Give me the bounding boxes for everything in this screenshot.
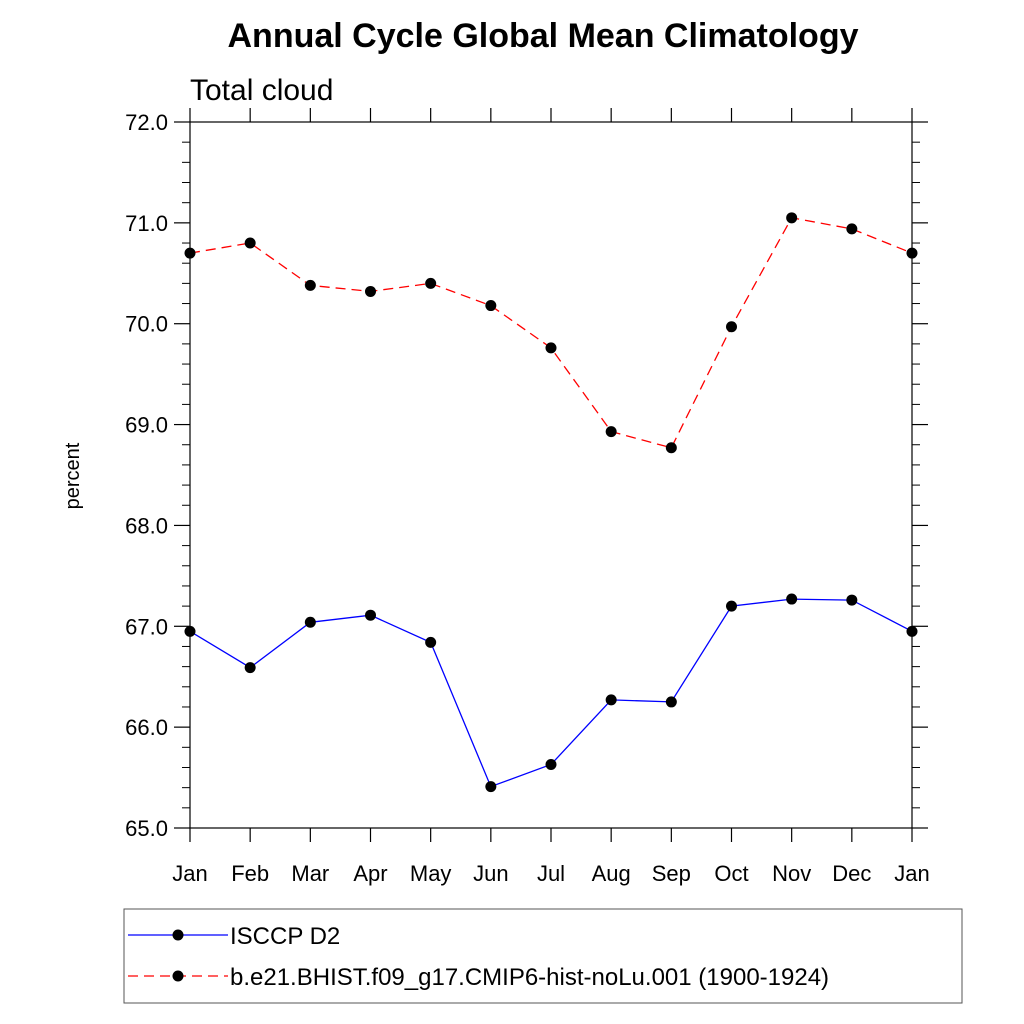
data-point — [846, 594, 858, 606]
data-point — [726, 600, 737, 612]
data-point — [365, 609, 376, 621]
data-point — [545, 758, 557, 770]
legend-label: ISCCP D2 — [230, 923, 340, 950]
legend-label: b.e21.BHIST.f09_g17.CMIP6-hist-noLu.001 … — [230, 964, 829, 991]
data-point — [244, 237, 256, 249]
series-2 — [184, 212, 918, 454]
y-tick-label: 71.0 — [125, 211, 168, 236]
legend: ISCCP D2 b.e21.BHIST.f09_g17.CMIP6-hist-n… — [128, 923, 829, 991]
chart-subtitle: Total cloud — [190, 74, 333, 107]
x-tick-label: Apr — [353, 861, 387, 886]
y-tick-label: 66.0 — [125, 715, 168, 740]
y-tick-label: 70.0 — [125, 312, 168, 337]
legend-marker — [172, 929, 184, 941]
data-point — [786, 212, 798, 224]
y-tick-label: 67.0 — [125, 614, 168, 639]
data-point — [786, 593, 798, 605]
x-tick-label: Jan — [894, 861, 929, 886]
data-point — [665, 442, 677, 454]
data-point — [605, 426, 617, 438]
x-tick-label: Dec — [832, 861, 871, 886]
data-point — [485, 781, 497, 793]
data-point — [906, 247, 918, 259]
data-point — [184, 625, 196, 637]
legend-item-2: b.e21.BHIST.f09_g17.CMIP6-hist-noLu.001 … — [128, 964, 829, 991]
y-tick-label: 69.0 — [125, 413, 168, 438]
x-tick-label: Sep — [652, 861, 691, 886]
data-point — [304, 616, 316, 628]
x-tick-label: Jul — [537, 861, 565, 886]
x-tick-label: Nov — [772, 861, 811, 886]
series-line — [189, 217, 913, 449]
y-axis-label: percent — [62, 442, 84, 509]
series-layer — [184, 212, 918, 793]
data-point — [906, 625, 918, 637]
data-point — [485, 300, 497, 312]
data-point — [545, 342, 557, 354]
y-tick-label: 68.0 — [125, 513, 168, 538]
x-tick-label: Feb — [231, 861, 269, 886]
plot-frame — [189, 121, 913, 829]
data-point — [304, 279, 316, 291]
y-tick-label: 65.0 — [125, 816, 168, 841]
data-point — [365, 285, 376, 297]
x-tick-label: Jun — [473, 861, 508, 886]
data-point — [846, 223, 858, 235]
data-point — [665, 696, 677, 708]
data-point — [605, 694, 617, 706]
y-tick-label: 72.0 — [125, 110, 168, 135]
series-line — [189, 598, 913, 788]
data-point — [244, 662, 256, 674]
data-point — [425, 277, 437, 289]
axis-ticks: 65.0 66.0 67.0 68.0 69.0 70.0 71.0 72.0 Jan Feb Ma… — [125, 108, 930, 886]
x-tick-label: May — [410, 861, 452, 886]
x-tick-label: Jan — [172, 861, 207, 886]
data-point — [726, 321, 737, 333]
chart-title: Annual Cycle Global Mean Climatology — [228, 17, 859, 55]
x-tick-label: Aug — [592, 861, 631, 886]
legend-item-1: ISCCP D2 — [128, 923, 340, 950]
data-point — [184, 247, 196, 259]
data-point — [425, 636, 437, 648]
x-tick-label: Mar — [291, 861, 329, 886]
series-1 — [184, 593, 918, 793]
legend-box — [123, 908, 963, 1004]
legend-marker — [172, 970, 184, 982]
x-tick-label: Oct — [714, 861, 748, 886]
